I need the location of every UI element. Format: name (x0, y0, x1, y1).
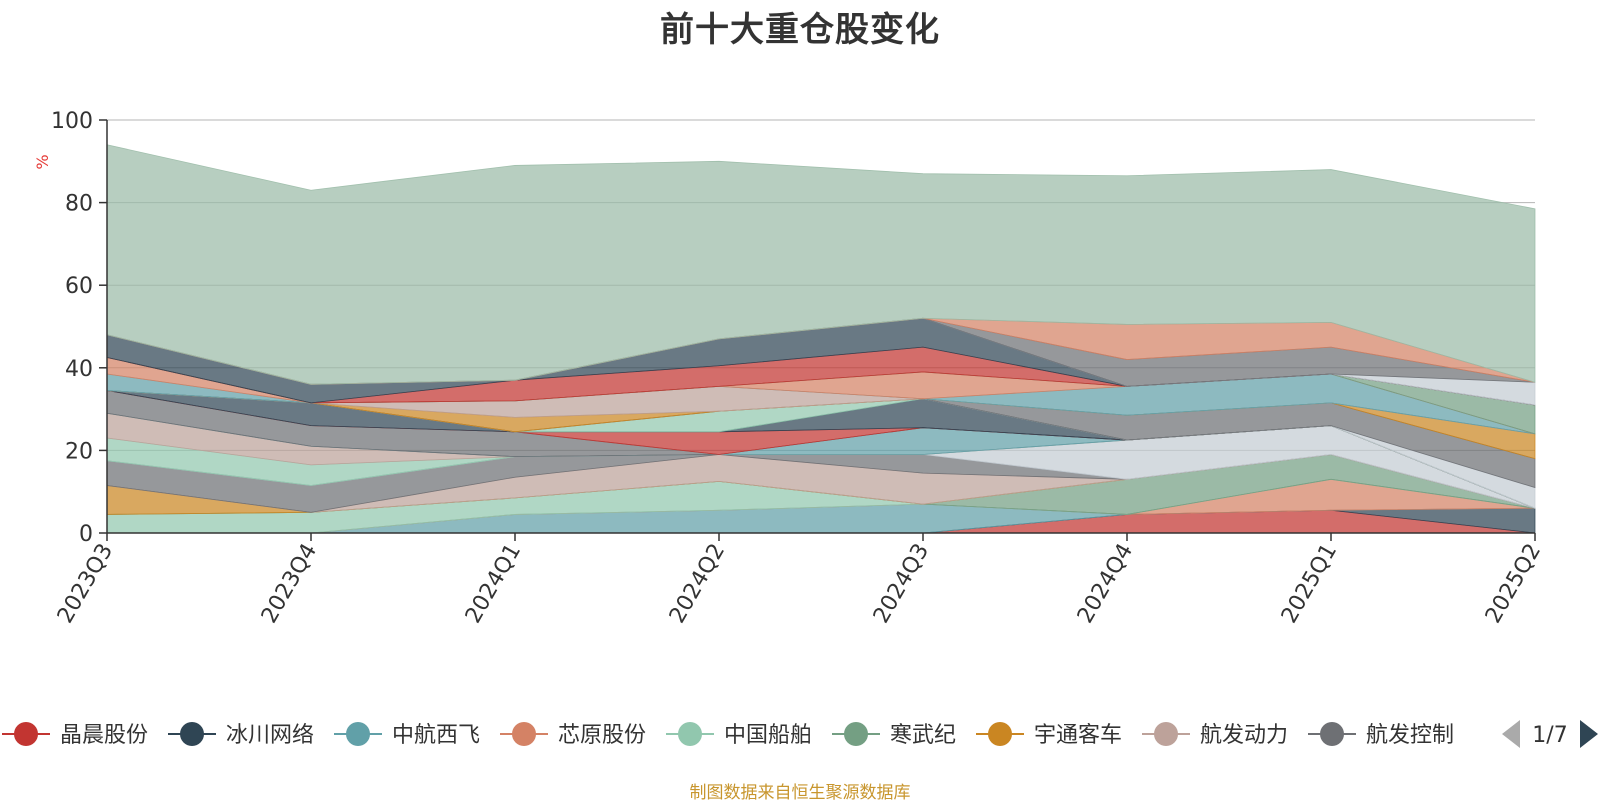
legend-item[interactable]: 航发控制 (1308, 722, 1454, 748)
legend-label: 冰川网络 (226, 723, 314, 748)
y-tick-label: 40 (65, 357, 93, 382)
legend-marker-icon (512, 722, 536, 746)
legend-item[interactable]: 航发动力 (1142, 722, 1288, 748)
legend-marker-icon (346, 722, 370, 746)
x-tick-label: 2024Q2 (665, 540, 730, 628)
legend-item[interactable]: 晶晨股份 (2, 722, 148, 748)
y-tick-label: 20 (65, 439, 93, 464)
source-note: 制图数据来自恒生聚源数据库 (689, 783, 911, 803)
legend-marker-icon (988, 722, 1012, 746)
area-series-29[interactable] (106, 144, 1536, 385)
x-tick-label: 2024Q1 (461, 540, 526, 628)
legend-item[interactable]: 寒武纪 (832, 722, 956, 748)
x-tick-label: 2025Q1 (1277, 540, 1342, 628)
x-tick-label: 2023Q3 (53, 540, 118, 628)
legend-items: 晶晨股份 冰川网络 中航西飞 芯原股份 中国船舶 寒武纪 宇通客车 航发动力 航发控制 (2, 722, 1454, 748)
y-tick-label: 80 (65, 192, 93, 217)
legend-marker-icon (1154, 722, 1178, 746)
legend-label: 航发控制 (1366, 723, 1454, 748)
legend-page-indicator: 1/7 (1532, 723, 1567, 748)
legend-label: 晶晨股份 (60, 723, 148, 748)
legend-marker-icon (14, 722, 38, 746)
stacked-areas (106, 144, 1536, 534)
x-tick-label: 2023Q4 (257, 540, 322, 628)
x-tick-label: 2024Q3 (869, 540, 934, 628)
legend: 晶晨股份 冰川网络 中航西飞 芯原股份 中国船舶 寒武纪 宇通客车 航发动力 航发控制 1/7 (2, 720, 1598, 748)
chart-title: 前十大重仓股变化 (660, 10, 940, 50)
legend-item[interactable]: 冰川网络 (168, 722, 314, 748)
legend-label: 中国船舶 (724, 723, 812, 748)
legend-prev-page-icon[interactable] (1502, 720, 1520, 748)
legend-label: 寒武纪 (890, 723, 956, 748)
legend-item[interactable]: 芯原股份 (500, 722, 646, 748)
y-axis-label: % (33, 154, 52, 169)
y-tick-label: 100 (51, 109, 93, 134)
x-tick-label: 2024Q4 (1073, 540, 1138, 628)
legend-next-page-icon[interactable] (1580, 720, 1598, 748)
legend-marker-icon (678, 722, 702, 746)
legend-item[interactable]: 中航西飞 (334, 722, 480, 748)
legend-marker-icon (844, 722, 868, 746)
x-tick-label: 2025Q2 (1481, 540, 1546, 628)
legend-label: 航发动力 (1200, 723, 1288, 748)
legend-item[interactable]: 宇通客车 (976, 722, 1122, 748)
legend-marker-icon (1320, 722, 1344, 746)
y-tick-label: 60 (65, 274, 93, 299)
y-tick-label: 0 (79, 522, 93, 547)
legend-label: 芯原股份 (558, 723, 646, 748)
legend-label: 中航西飞 (392, 723, 480, 748)
legend-label: 宇通客车 (1034, 723, 1122, 748)
legend-item[interactable]: 中国船舶 (666, 722, 812, 748)
legend-marker-icon (180, 722, 204, 746)
